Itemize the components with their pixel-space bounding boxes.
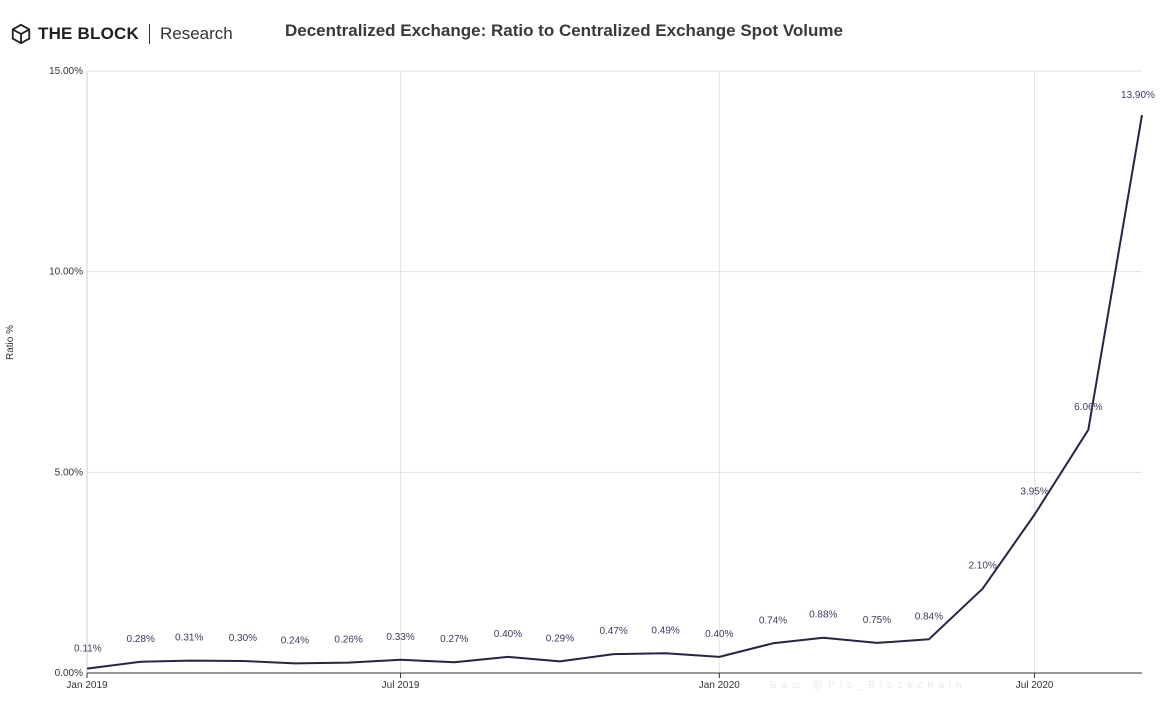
brand-divider: [148, 24, 150, 44]
data-label: 0.29%: [546, 633, 574, 644]
chart-title: Decentralized Exchange: Ratio to Central…: [285, 21, 843, 40]
data-label: 0.49%: [651, 625, 679, 636]
data-label: 0.28%: [127, 634, 155, 645]
brand-subtitle: Research: [159, 24, 233, 43]
data-label: 2.10%: [968, 561, 996, 572]
data-label: 3.95%: [1020, 486, 1048, 497]
axes: 0.00% 5.00% 10.00% 15.00% Jan 2019 Jul 2019 Ja…: [49, 66, 1142, 691]
data-label: 6.06%: [1074, 402, 1102, 413]
data-label: 0.27%: [440, 634, 468, 645]
x-tick-label: Jan 2020: [699, 680, 741, 691]
y-tick-label: 0.00%: [55, 668, 83, 679]
x-tick-label: Jul 2019: [382, 680, 420, 691]
cube-icon: [11, 23, 31, 45]
grid-lines: [86, 70, 1142, 674]
brand-logo: THE BLOCK Research: [10, 23, 233, 45]
data-label: 0.30%: [229, 633, 257, 644]
chart-header: THE BLOCK Research Decentralized Exchang…: [0, 0, 1173, 60]
data-label: 0.40%: [494, 629, 522, 640]
data-label: 0.24%: [281, 635, 309, 646]
watermark-text: Баш @Plo_Blockchain: [770, 680, 966, 691]
data-label: 0.47%: [599, 626, 627, 637]
y-tick-label: 5.00%: [55, 467, 83, 478]
series-line: [86, 114, 1143, 670]
data-label: 0.26%: [334, 635, 362, 646]
brand-name: THE BLOCK: [38, 24, 139, 43]
data-label: 0.84%: [915, 611, 943, 622]
series-group: [86, 114, 1143, 670]
x-tick-label: Jul 2020: [1016, 680, 1054, 691]
data-label: 0.11%: [74, 644, 102, 655]
x-tick-label: Jan 2019: [66, 680, 108, 691]
data-label: 0.75%: [863, 615, 891, 626]
y-tick-label: 15.00%: [49, 66, 83, 77]
data-labels: 0.11% 0.28% 0.31% 0.30% 0.24% 0.26% 0.33% 0.27%…: [74, 90, 1155, 654]
data-label: 0.88%: [809, 610, 837, 621]
data-label: 13.90%: [1121, 90, 1155, 101]
data-label: 0.31%: [175, 633, 203, 644]
y-tick-label: 10.00%: [49, 267, 83, 278]
data-label: 0.74%: [759, 615, 787, 626]
data-label: 0.40%: [705, 629, 733, 640]
data-label: 0.33%: [386, 632, 414, 643]
